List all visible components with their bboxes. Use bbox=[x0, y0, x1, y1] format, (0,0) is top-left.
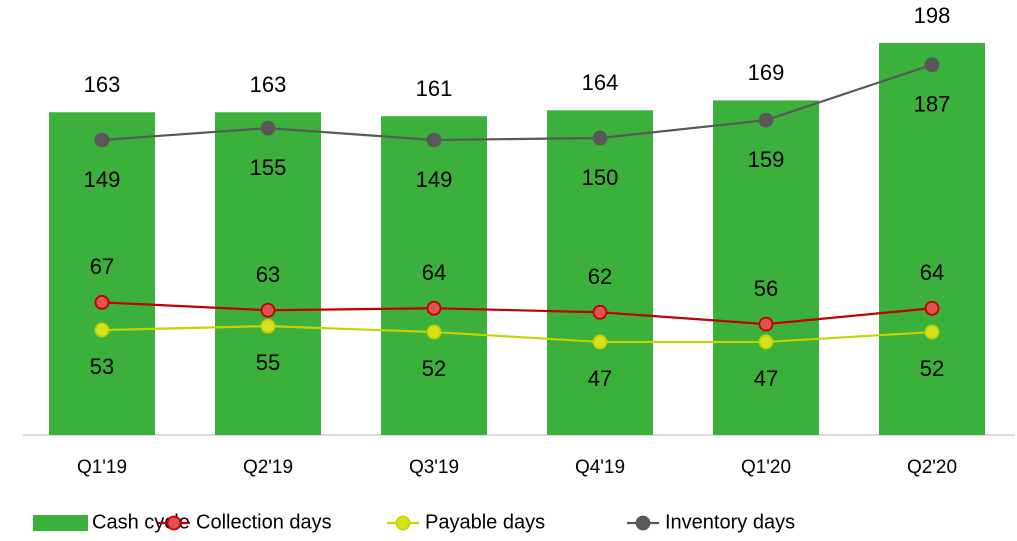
marker bbox=[924, 324, 940, 340]
marker bbox=[758, 112, 774, 128]
marker bbox=[758, 316, 774, 332]
legend-marker bbox=[166, 515, 182, 531]
legend-label: Payable days bbox=[425, 511, 545, 533]
marker bbox=[260, 120, 276, 136]
marker bbox=[592, 334, 608, 350]
data-label: 161 bbox=[416, 76, 453, 101]
data-label: 63 bbox=[256, 262, 280, 287]
marker bbox=[924, 57, 940, 73]
x-tick-label: Q2'20 bbox=[907, 457, 957, 478]
marker bbox=[94, 322, 110, 338]
marker bbox=[426, 324, 442, 340]
x-tick-label: Q1'19 bbox=[77, 457, 127, 478]
legend-marker bbox=[395, 515, 411, 531]
data-label: 47 bbox=[754, 366, 778, 391]
bar bbox=[547, 110, 653, 435]
legend-marker bbox=[635, 515, 651, 531]
marker bbox=[758, 334, 774, 350]
data-label: 163 bbox=[250, 72, 287, 97]
bar bbox=[49, 112, 155, 435]
marker bbox=[924, 300, 940, 316]
data-label: 169 bbox=[748, 60, 785, 85]
data-label: 149 bbox=[84, 167, 121, 192]
bar bbox=[381, 116, 487, 435]
bar bbox=[713, 100, 819, 435]
marker bbox=[260, 318, 276, 334]
data-label: 56 bbox=[754, 276, 778, 301]
line bbox=[101, 301, 933, 326]
marker bbox=[426, 132, 442, 148]
data-label: 55 bbox=[256, 350, 280, 375]
x-tick-label: Q2'19 bbox=[243, 457, 293, 478]
bar bbox=[879, 42, 985, 436]
data-label: 159 bbox=[748, 147, 785, 172]
data-label: 198 bbox=[914, 3, 951, 28]
data-label: 62 bbox=[588, 264, 612, 289]
marker bbox=[94, 132, 110, 148]
marker bbox=[592, 130, 608, 146]
marker bbox=[592, 304, 608, 320]
x-tick-label: Q1'20 bbox=[741, 457, 791, 478]
x-tick-label: Q3'19 bbox=[409, 457, 459, 478]
legend-label: Cash cycle bbox=[92, 511, 190, 533]
line bbox=[101, 63, 933, 142]
legend-swatch bbox=[33, 515, 88, 531]
legend-label: Inventory days bbox=[665, 511, 795, 533]
bar bbox=[215, 112, 321, 435]
line bbox=[101, 324, 933, 344]
data-label: 53 bbox=[90, 354, 114, 379]
data-label: 52 bbox=[920, 356, 944, 381]
x-tick-label: Q4'19 bbox=[575, 457, 625, 478]
data-label: 164 bbox=[582, 70, 619, 95]
data-label: 67 bbox=[90, 254, 114, 279]
data-label: 155 bbox=[250, 155, 287, 180]
data-label: 187 bbox=[914, 92, 951, 117]
data-label: 47 bbox=[588, 366, 612, 391]
marker bbox=[94, 294, 110, 310]
marker bbox=[426, 300, 442, 316]
data-label: 163 bbox=[84, 72, 121, 97]
data-label: 64 bbox=[920, 260, 944, 285]
legend-label: Collection days bbox=[196, 511, 332, 533]
marker bbox=[260, 302, 276, 318]
data-label: 150 bbox=[582, 165, 619, 190]
data-label: 64 bbox=[422, 260, 446, 285]
data-label: 52 bbox=[422, 356, 446, 381]
data-label: 149 bbox=[416, 167, 453, 192]
